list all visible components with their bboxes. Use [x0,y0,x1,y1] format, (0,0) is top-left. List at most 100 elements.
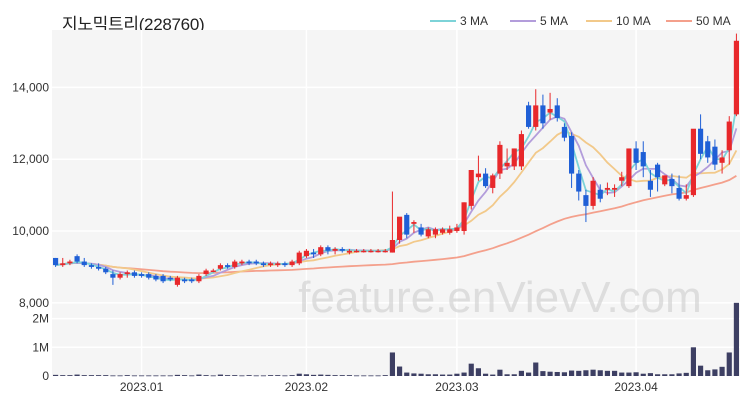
volume-bar [174,374,180,376]
volume-bar [124,375,130,376]
volume-bar [533,362,539,376]
volume-bar [676,373,682,376]
candle-body [382,250,388,253]
volume-bar [225,375,231,376]
candle-body [461,202,467,232]
volume-bar [626,372,632,376]
candle-body [96,266,102,269]
volume-bar [339,375,345,376]
legend-item-50ma: 50 MA [666,14,731,28]
candle-body [698,128,704,154]
volume-bar [296,373,302,376]
volume-bar [81,375,87,376]
volume-bar [561,372,567,376]
volume-bar [117,375,123,377]
volume-bar [368,375,374,377]
volume-bar [440,374,446,376]
candle-body [88,265,94,267]
volume-bar [590,369,596,376]
candle-body [268,263,274,266]
candle-body [182,279,188,282]
candle-body [375,250,381,253]
candle-body [432,229,438,235]
volume-bar [67,375,73,376]
volume-tick-label: 2M [32,312,49,326]
volume-bar [712,369,718,376]
volume-bar [483,373,489,376]
volume-tick-label: 0 [42,369,49,383]
candle-body [590,180,596,206]
candle-body [619,177,625,181]
candle-body [705,141,711,158]
candle-body [604,187,610,190]
candle-body [440,229,446,233]
volume-bar [189,375,195,377]
chart-title: 지노믹트리(228760) [62,15,205,34]
legend-label-50ma: 50 MA [696,14,731,28]
candle-body [497,144,503,174]
candle-body [325,247,331,251]
x-tick-label: 2023.03 [435,380,479,394]
volume-bar [425,374,431,376]
candle-body [189,279,195,282]
volume-bar [640,373,646,376]
volume-bar [289,375,295,376]
volume-bar [88,375,94,376]
volume-bar [690,347,696,376]
candle-body [640,152,646,167]
candle-body [719,157,725,163]
volume-bar [146,375,152,377]
candle-body [690,128,696,196]
candle-body [225,265,231,267]
candle-body [239,261,245,264]
legend-label-5ma: 5 MA [540,14,569,28]
candle-body [81,261,87,266]
candle-body [303,250,309,257]
candle-body [647,180,653,190]
volume-bar [311,374,317,376]
volume-bar [612,370,618,376]
candle-body [275,263,281,266]
volume-bar [454,373,460,376]
volume-bar [432,374,438,376]
volume-bar [655,374,661,376]
volume-bar [332,375,338,376]
volume-bar [375,375,381,377]
candle-body [196,275,202,282]
volume-bar [547,371,553,376]
volume-bar [232,375,238,376]
candle-body [483,173,489,187]
candle-body [110,274,116,278]
candle-body [576,173,582,192]
volume-bar [518,370,524,376]
candle-body [633,148,639,163]
candle-body [389,240,395,253]
candle-body [583,195,589,206]
candle-body [346,250,352,253]
volume-bar [318,374,324,376]
candle-body [504,162,510,167]
candle-body [160,275,166,282]
candle-body [146,274,152,278]
candle-body [411,222,417,224]
volume-bar [325,374,331,376]
candle-body [569,135,575,174]
x-tick-label: 2023.02 [285,380,329,394]
volume-bar [511,374,517,376]
volume-bar [160,375,166,377]
candle-body [561,126,567,138]
volume-bar [275,375,281,376]
candle-body [676,187,682,199]
candle-body [232,261,238,267]
legend-swatch-5ma [510,19,536,22]
volume-bar [74,374,80,376]
volume-bar [196,374,202,376]
volume-bar [647,373,653,376]
volume-bar [382,375,388,376]
candle-body [203,270,209,275]
volume-bar [497,369,503,376]
volume-bar [554,371,560,376]
candle-body [511,148,517,167]
candle-body [425,229,431,237]
volume-bar [504,374,510,376]
